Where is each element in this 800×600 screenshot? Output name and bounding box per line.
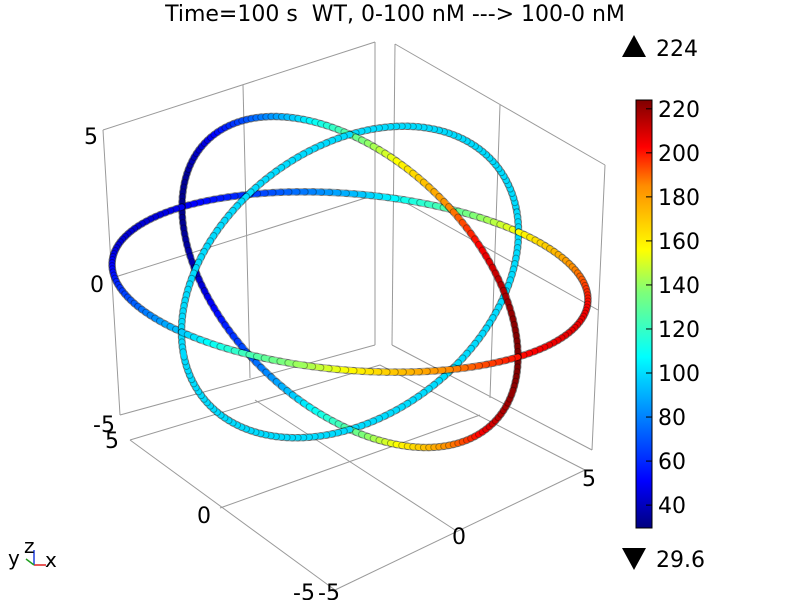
colorbar-tick-label: 160 [658,230,700,255]
colorbar-tick-label: 120 [658,318,700,343]
colorbar-tick-label: 220 [658,98,700,123]
colorbar-tick-label: 180 [658,186,700,211]
axis-triad: y z x [8,534,57,572]
x-tick-0: 0 [452,525,466,550]
floor-edge-front-right [334,469,586,591]
y-tick-5: 5 [105,429,119,454]
axis-box [102,41,606,591]
ring-yz-segment [180,349,187,360]
colorbar-tick-label: 140 [658,274,700,299]
wall-left-grid-h [111,194,376,279]
wall-right-grid-h [391,194,599,311]
colorbar-gradient [635,99,653,529]
plot-title: Time=100 s WT, 0-100 nM ---> 100-0 nM [165,2,625,27]
colorbar-ticks: 220 200 180 160 140 120 100 80 60 40 [646,98,700,519]
ring-xy-segment [293,361,308,369]
x-tick-neg5: -5 [318,581,340,600]
ring-xz-segment [508,387,516,398]
y-tick-0: 0 [197,504,211,529]
wall-right-grid-v [489,104,501,399]
colorbar-tick-label: 40 [658,494,686,519]
floor-grid-b [254,399,456,531]
floor-edge-right [379,364,586,471]
colorbar-tick-label: 60 [658,450,686,475]
wall-right-edge-bottom [391,344,593,451]
floor-edge-left [129,364,381,441]
colorbar-max-label: 224 [656,37,698,62]
colorbar-tick-label: 100 [658,362,700,387]
colorbar-tick-label: 200 [658,142,700,167]
wall-left-edge-top [102,41,376,131]
z-tick-bottom: -5 [93,413,115,438]
floor-edge-front-left [129,439,336,591]
triad-y-label: y [8,546,20,570]
triad-x-label: x [45,548,57,572]
colorbar-max-triangle-icon [622,35,646,57]
x-tick-5: 5 [582,467,596,492]
wall-left-grid-v [242,84,251,379]
triad-z-label: z [24,534,35,558]
wall-right-edge-front [591,164,606,451]
wall-right-corner-vertical [391,43,396,346]
z-tick-mid: 0 [90,273,104,298]
triad-y-icon [25,558,35,566]
axis-ticks: 5 0 -5 5 0 -5 -5 0 5 [84,125,596,600]
y-tick-neg5: -5 [293,581,315,600]
z-tick-top: 5 [84,125,98,150]
colorbar-min-label: 29.6 [656,548,705,573]
colorbar-min-triangle-icon [622,548,646,570]
colorbar-tick-label: 80 [658,406,686,431]
colorbar: 220 200 180 160 140 120 100 80 60 40 224 29.6 [622,35,705,573]
wall-right-edge-top [394,43,606,166]
wall-left-edge-bottom [119,344,376,416]
rings-group [108,112,592,452]
